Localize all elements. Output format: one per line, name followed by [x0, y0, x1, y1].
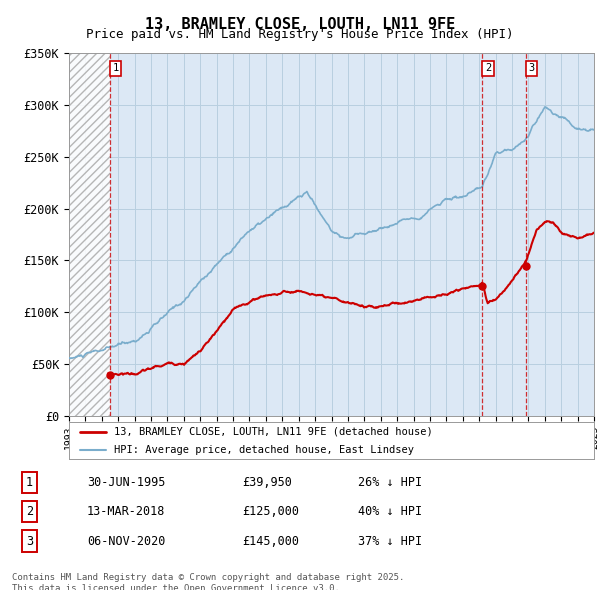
Text: £125,000: £125,000	[242, 505, 299, 519]
Text: 3: 3	[529, 64, 535, 74]
Text: 06-NOV-2020: 06-NOV-2020	[87, 535, 165, 548]
Text: 1: 1	[26, 476, 33, 489]
Text: HPI: Average price, detached house, East Lindsey: HPI: Average price, detached house, East…	[113, 444, 413, 454]
Text: 2: 2	[26, 505, 33, 519]
Text: 1: 1	[112, 64, 119, 74]
Text: 30-JUN-1995: 30-JUN-1995	[87, 476, 165, 489]
Text: 26% ↓ HPI: 26% ↓ HPI	[358, 476, 422, 489]
Text: 13, BRAMLEY CLOSE, LOUTH, LN11 9FE (detached house): 13, BRAMLEY CLOSE, LOUTH, LN11 9FE (deta…	[113, 427, 433, 437]
Text: 13, BRAMLEY CLOSE, LOUTH, LN11 9FE: 13, BRAMLEY CLOSE, LOUTH, LN11 9FE	[145, 17, 455, 31]
Text: £39,950: £39,950	[242, 476, 292, 489]
Text: 3: 3	[26, 535, 33, 548]
Text: 2: 2	[485, 64, 491, 74]
Text: Contains HM Land Registry data © Crown copyright and database right 2025.
This d: Contains HM Land Registry data © Crown c…	[12, 573, 404, 590]
Text: 40% ↓ HPI: 40% ↓ HPI	[358, 505, 422, 519]
Text: Price paid vs. HM Land Registry's House Price Index (HPI): Price paid vs. HM Land Registry's House …	[86, 28, 514, 41]
Text: 13-MAR-2018: 13-MAR-2018	[87, 505, 165, 519]
Text: 37% ↓ HPI: 37% ↓ HPI	[358, 535, 422, 548]
Text: £145,000: £145,000	[242, 535, 299, 548]
